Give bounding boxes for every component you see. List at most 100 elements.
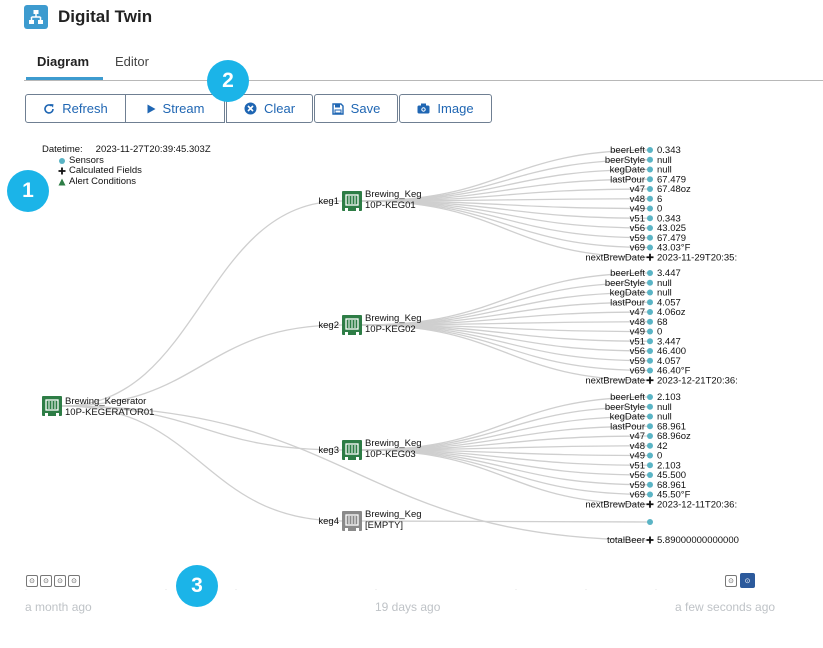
sensor-dot[interactable] bbox=[647, 195, 653, 202]
sensor-dot[interactable] bbox=[647, 270, 653, 276]
sensor-dot[interactable] bbox=[647, 481, 653, 488]
sensor-dot[interactable] bbox=[647, 403, 653, 410]
sensor-value: null bbox=[657, 278, 672, 289]
image-button[interactable]: Image bbox=[399, 94, 492, 123]
keg-node-name: Brewing_Keg bbox=[365, 189, 422, 200]
sensor-value: 67.479 bbox=[657, 174, 686, 185]
sensor-value: 42 bbox=[657, 441, 668, 452]
sensor-dot[interactable] bbox=[647, 309, 653, 315]
refresh-label: Refresh bbox=[62, 101, 108, 116]
sensor-value: 4.057 bbox=[657, 356, 681, 367]
sensor-dot[interactable] bbox=[647, 225, 653, 231]
sensor-dot[interactable] bbox=[647, 156, 653, 163]
triangle-icon bbox=[58, 178, 66, 186]
sensor-dot[interactable] bbox=[647, 205, 653, 212]
root-field-key: totalBeer bbox=[607, 535, 645, 546]
keg-node-icon[interactable] bbox=[342, 511, 362, 531]
sensor-dot[interactable] bbox=[647, 176, 653, 183]
sensor-dot[interactable] bbox=[647, 289, 653, 296]
sensor-dot[interactable] bbox=[647, 166, 653, 173]
sensor-dot[interactable] bbox=[647, 472, 653, 478]
sensor-dot[interactable] bbox=[647, 215, 653, 222]
tree-link bbox=[361, 449, 651, 505]
sensor-value: 2023-12-21T20:36: bbox=[657, 375, 738, 386]
keg-node-icon[interactable] bbox=[342, 191, 362, 211]
sensor-dot[interactable] bbox=[647, 423, 653, 430]
sensor-key: lastPour bbox=[610, 174, 645, 185]
sensor-dot[interactable] bbox=[647, 147, 653, 153]
timeline-marker-button[interactable]: ⊙ bbox=[26, 575, 38, 587]
clear-label: Clear bbox=[263, 101, 296, 116]
sensor-key: beerLeft bbox=[610, 268, 645, 279]
timeline-current-button[interactable]: ⊙ bbox=[740, 573, 755, 588]
root-field-value: 5.89000000000000 bbox=[657, 535, 739, 546]
sensor-dot[interactable] bbox=[647, 413, 653, 420]
tab-bar: Diagram Editor bbox=[24, 50, 823, 81]
sensor-value: null bbox=[657, 165, 672, 176]
sensor-dot[interactable] bbox=[647, 452, 653, 459]
sensor-value: 4.057 bbox=[657, 297, 681, 308]
sensor-dot[interactable] bbox=[647, 318, 653, 325]
sensor-dot[interactable] bbox=[647, 433, 653, 439]
sensor-dot[interactable] bbox=[647, 491, 653, 498]
keg-edge-label: keg1 bbox=[318, 196, 339, 207]
sensor-value: 2.103 bbox=[657, 460, 681, 471]
timeline-marker-button[interactable]: ⊙ bbox=[40, 575, 52, 587]
sensor-dot[interactable] bbox=[647, 357, 653, 364]
camera-icon bbox=[417, 103, 430, 114]
callout-badge-3: 3 bbox=[176, 565, 218, 607]
refresh-button[interactable]: Refresh bbox=[25, 94, 126, 123]
hierarchy-icon bbox=[24, 5, 48, 29]
sensor-dot[interactable] bbox=[647, 519, 653, 525]
keg-node-icon[interactable] bbox=[342, 440, 362, 460]
keg-node-id: 10P-KEG02 bbox=[365, 324, 416, 335]
sensor-key: v47 bbox=[630, 431, 645, 442]
sensor-key: v69 bbox=[630, 243, 645, 254]
sensor-key: lastPour bbox=[610, 297, 645, 308]
sensor-dot[interactable] bbox=[647, 244, 653, 251]
timeline-marker-button[interactable]: ⊙ bbox=[725, 575, 737, 587]
keg-node-icon[interactable] bbox=[342, 315, 362, 335]
stream-button[interactable]: Stream bbox=[125, 94, 225, 123]
tab-editor[interactable]: Editor bbox=[115, 54, 149, 69]
tab-diagram[interactable]: Diagram bbox=[37, 54, 90, 69]
sensor-dot-icon bbox=[59, 157, 65, 164]
timeline-marker-button[interactable]: ⊙ bbox=[68, 575, 80, 587]
keg-node-id: 10P-KEG03 bbox=[365, 449, 416, 460]
kegerator-node-icon[interactable] bbox=[42, 396, 62, 416]
sensor-dot[interactable] bbox=[647, 328, 653, 335]
sensor-dot[interactable] bbox=[647, 338, 653, 345]
sensor-dot[interactable] bbox=[647, 442, 653, 449]
sensor-key: v48 bbox=[630, 441, 645, 452]
sensor-value: 67.479 bbox=[657, 233, 686, 244]
sensor-key: nextBrewDate bbox=[585, 375, 645, 386]
sensor-dot[interactable] bbox=[647, 348, 653, 354]
save-label: Save bbox=[350, 101, 381, 116]
save-icon bbox=[331, 102, 344, 115]
sensor-dot[interactable] bbox=[647, 186, 653, 192]
save-button[interactable]: Save bbox=[314, 94, 398, 123]
sensor-key: v59 bbox=[630, 356, 645, 367]
sensor-key: v49 bbox=[630, 451, 645, 462]
sensor-dot[interactable] bbox=[647, 234, 653, 241]
datetime-label: Datetime: bbox=[42, 144, 83, 155]
root-node-name: Brewing_Kegerator bbox=[65, 396, 146, 407]
sensor-key: beerStyle bbox=[605, 278, 645, 289]
sensor-key: v51 bbox=[630, 336, 645, 347]
timeline[interactable]: ⊙ ⊙ ⊙ ⊙ ⊙ ⊙ a month ago 19 days ago a fe… bbox=[24, 573, 794, 616]
sensor-dot[interactable] bbox=[647, 299, 653, 306]
sensor-dot[interactable] bbox=[647, 462, 653, 469]
sensor-value: 3.447 bbox=[657, 268, 681, 279]
keg-edge-label: keg4 bbox=[318, 516, 339, 527]
timeline-marker-button[interactable]: ⊙ bbox=[54, 575, 66, 587]
clear-button[interactable]: Clear bbox=[226, 94, 313, 123]
sensor-dot[interactable] bbox=[647, 367, 653, 374]
sensor-dot[interactable] bbox=[647, 279, 653, 286]
sensor-value: 2023-12-11T20:36: bbox=[657, 499, 737, 510]
sensor-key: nextBrewDate bbox=[585, 499, 645, 510]
sensor-value: 46.40°F bbox=[657, 366, 691, 377]
sensor-dot[interactable] bbox=[647, 394, 653, 400]
timeline-label-start: a month ago bbox=[25, 600, 92, 614]
tree-link bbox=[61, 324, 343, 407]
